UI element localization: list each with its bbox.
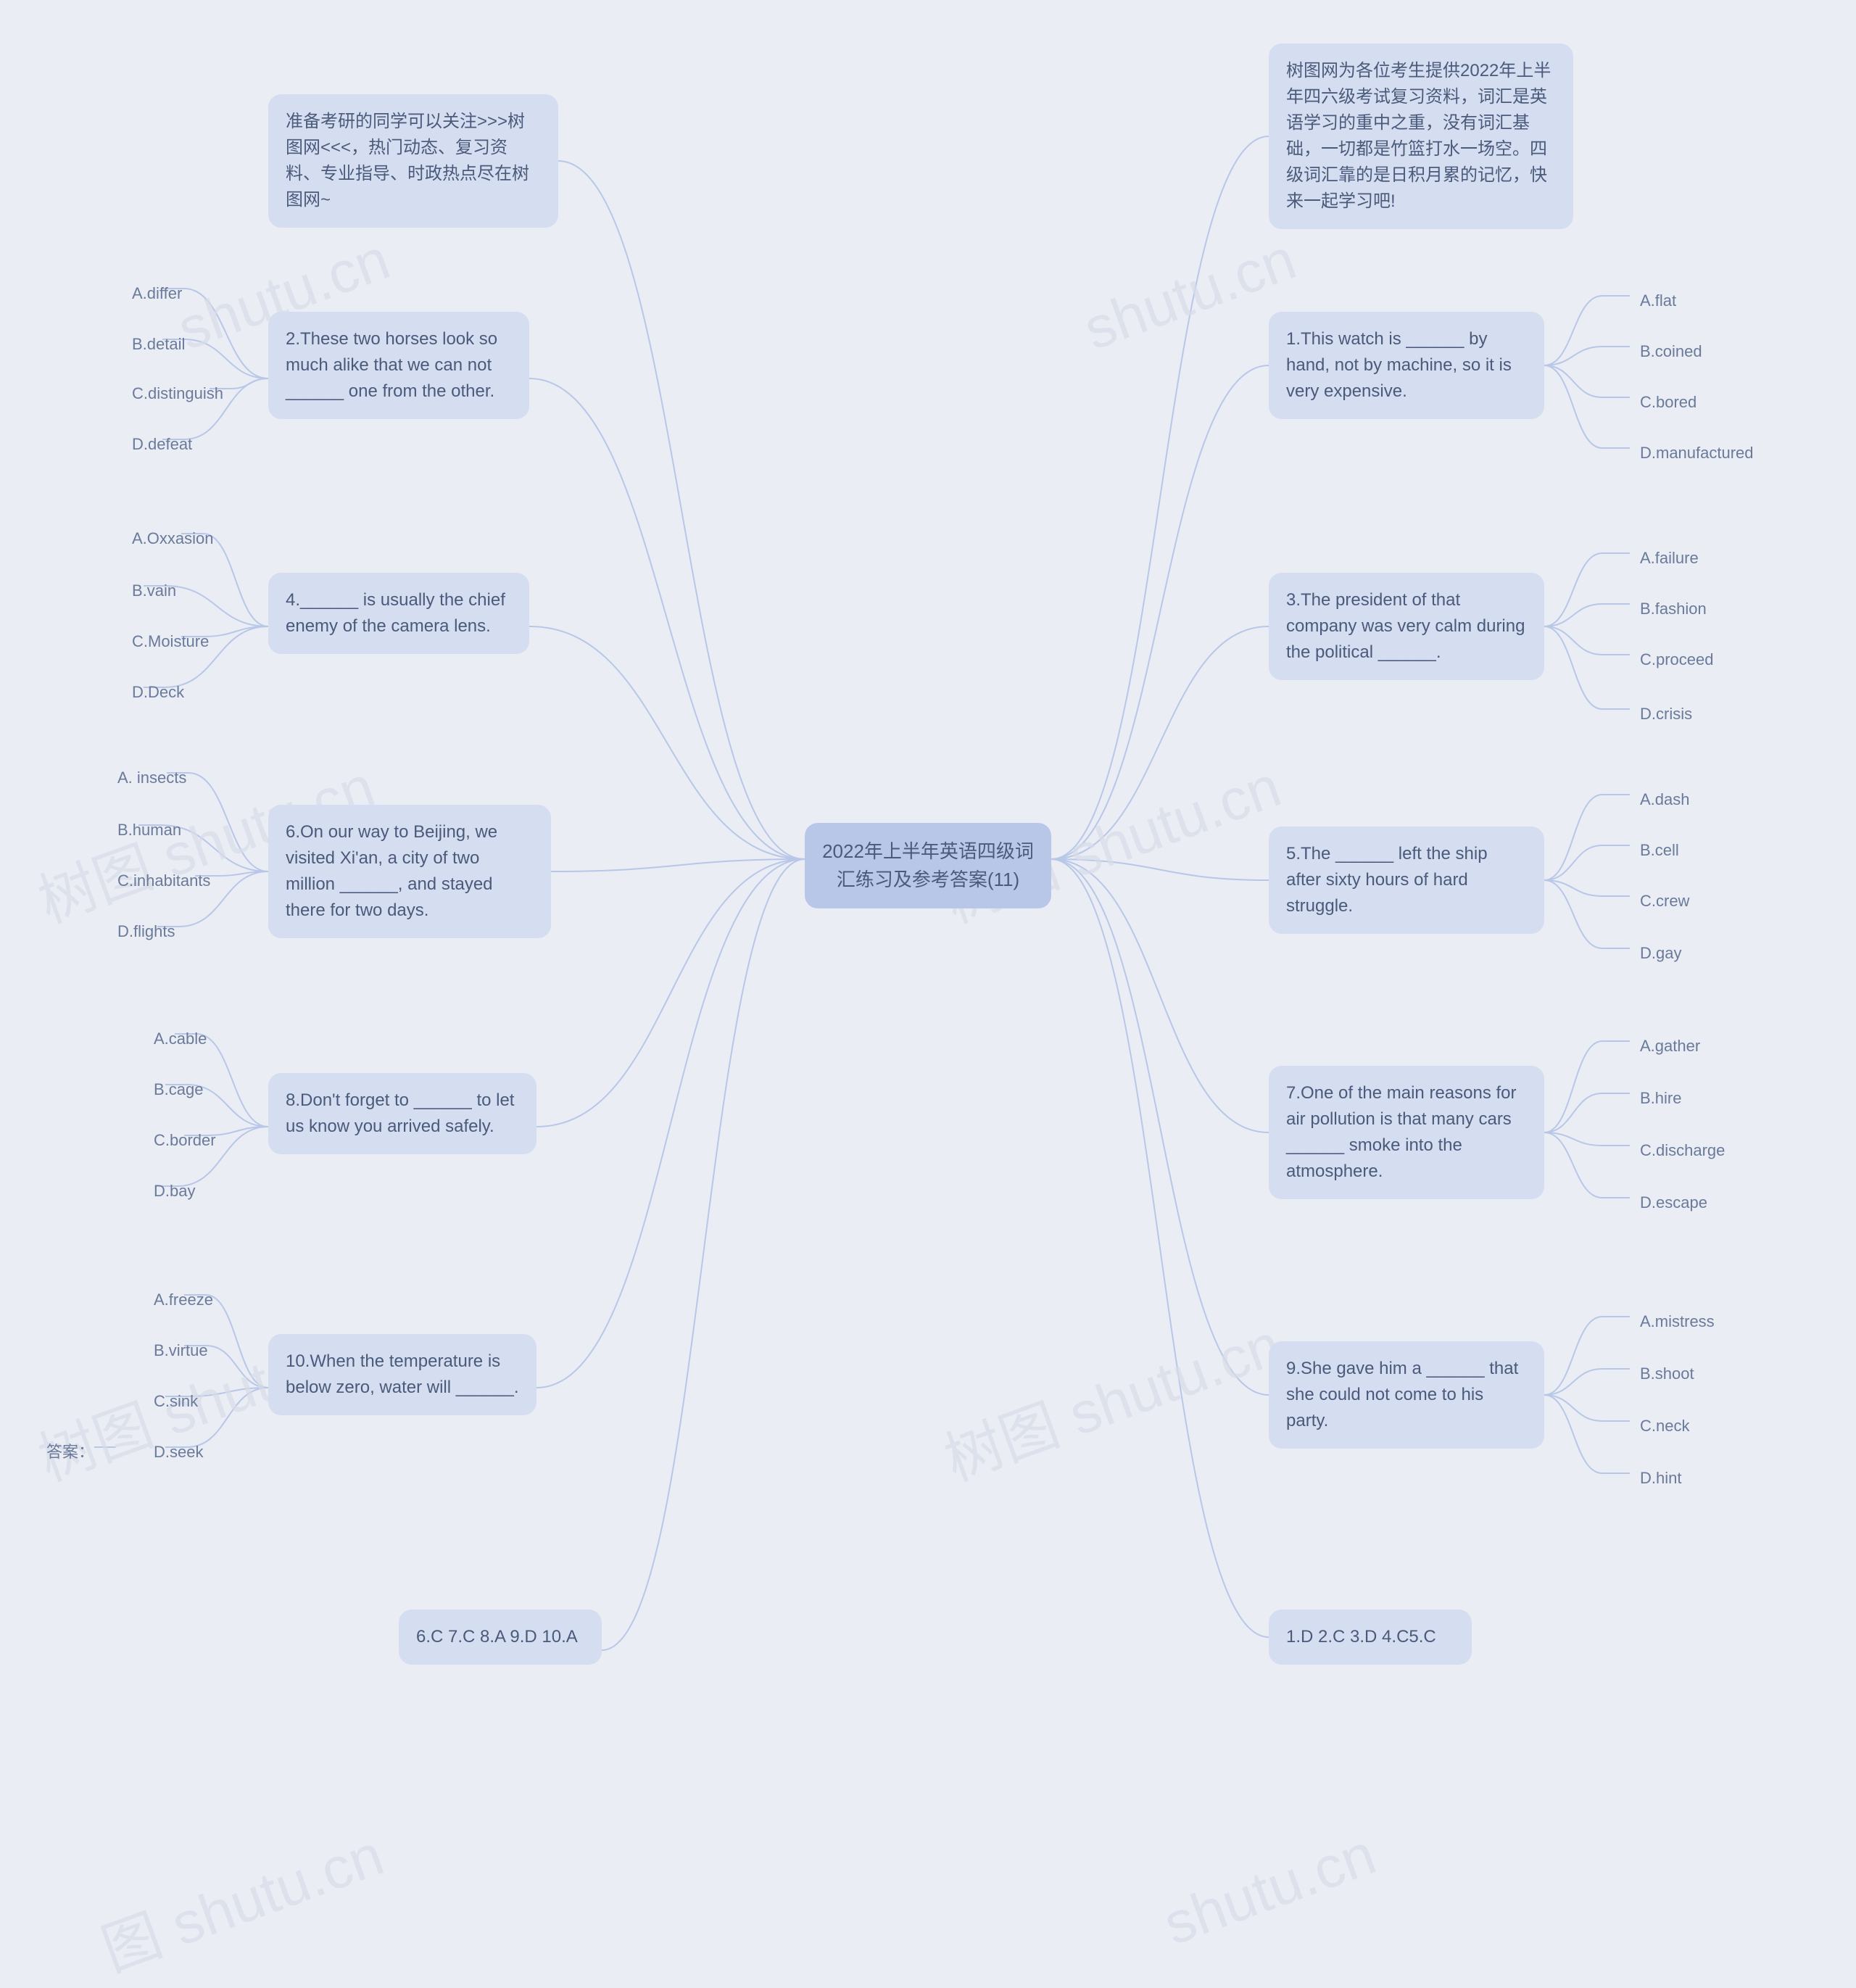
left-branch-5: 10.When the temperature is below zero, w…: [268, 1334, 536, 1415]
right-leaf-4-0: A.gather: [1602, 1028, 1709, 1064]
right-leaf-3-2: C.crew: [1602, 883, 1698, 919]
right-branch-0: 树图网为各位考生提供2022年上半年四六级考试复习资料，词汇是英语学习的重中之重…: [1269, 44, 1573, 229]
right-leaf-4-2: C.discharge: [1602, 1132, 1733, 1168]
right-leaf-5-3: D.hint: [1602, 1460, 1690, 1496]
right-leaf-2-0: A.failure: [1602, 540, 1707, 576]
left-leaf-4-2: C.border: [116, 1122, 225, 1158]
left-leaf-2-2: C.Moisture: [94, 624, 218, 659]
left-leaf-2-1: B.vain: [94, 573, 185, 608]
right-leaf-5-2: C.neck: [1602, 1408, 1698, 1444]
right-leaf-3-3: D.gay: [1602, 935, 1690, 971]
right-leaf-2-2: C.proceed: [1602, 642, 1723, 677]
right-leaf-2-3: D.crisis: [1602, 696, 1701, 732]
left-leaf-1-0: A.differ: [94, 276, 191, 311]
left-leaf-5-3: D.seek: [116, 1434, 212, 1470]
right-branch-1: 1.This watch is ______ by hand, not by m…: [1269, 312, 1544, 419]
right-leaf-1-2: C.bored: [1602, 384, 1705, 420]
left-leaf-3-1: B.human: [80, 812, 190, 848]
left-branch-0: 准备考研的同学可以关注>>>树图网<<<，热门动态、复习资料、专业指导、时政热点…: [268, 94, 558, 228]
left-branch-4: 8.Don't forget to ______ to let us know …: [268, 1073, 536, 1154]
left-leaf-3-0: A. insects: [80, 760, 195, 795]
right-leaf-5-0: A.mistress: [1602, 1304, 1723, 1339]
right-leaf-4-1: B.hire: [1602, 1080, 1690, 1116]
right-leaf-1-0: A.flat: [1602, 283, 1685, 318]
right-leaf-1-1: B.coined: [1602, 334, 1711, 369]
left-leaf-5-0: A.freeze: [116, 1282, 222, 1317]
left-leaf-4-3: D.bay: [116, 1173, 204, 1209]
answer-label: 答案：: [42, 1437, 99, 1467]
right-leaf-4-3: D.escape: [1602, 1185, 1716, 1220]
center-node: 2022年上半年英语四级词汇练习及参考答案(11): [805, 823, 1051, 908]
left-branch-6: 6.C 7.C 8.A 9.D 10.A: [399, 1610, 602, 1665]
right-leaf-3-1: B.cell: [1602, 832, 1688, 868]
right-branch-3: 5.The ______ left the ship after sixty h…: [1269, 827, 1544, 934]
right-leaf-3-0: A.dash: [1602, 782, 1699, 817]
left-leaf-1-2: C.distinguish: [94, 376, 232, 411]
left-leaf-3-2: C.inhabitants: [80, 863, 219, 898]
right-leaf-5-1: B.shoot: [1602, 1356, 1703, 1391]
right-leaf-1-3: D.manufactured: [1602, 435, 1762, 471]
left-leaf-4-0: A.cable: [116, 1021, 215, 1056]
left-leaf-5-2: C.sink: [116, 1383, 207, 1419]
right-branch-6: 1.D 2.C 3.D 4.C5.C: [1269, 1610, 1472, 1665]
left-branch-3: 6.On our way to Beijing, we visited Xi'a…: [268, 805, 551, 938]
left-branch-2: 4.______ is usually the chief enemy of t…: [268, 573, 529, 654]
right-leaf-2-1: B.fashion: [1602, 591, 1715, 626]
left-branch-1: 2.These two horses look so much alike th…: [268, 312, 529, 419]
left-leaf-4-1: B.cage: [116, 1072, 212, 1107]
left-leaf-1-1: B.detail: [94, 326, 194, 362]
left-leaf-1-3: D.defeat: [94, 426, 201, 462]
right-branch-4: 7.One of the main reasons for air pollut…: [1269, 1066, 1544, 1199]
left-leaf-5-1: B.virtue: [116, 1333, 217, 1368]
left-leaf-2-3: D.Deck: [94, 674, 193, 710]
right-branch-5: 9.She gave him a ______ that she could n…: [1269, 1341, 1544, 1449]
left-leaf-2-0: A.Oxxasion: [94, 521, 223, 556]
left-leaf-3-3: D.flights: [80, 914, 183, 949]
right-branch-2: 3.The president of that company was very…: [1269, 573, 1544, 680]
